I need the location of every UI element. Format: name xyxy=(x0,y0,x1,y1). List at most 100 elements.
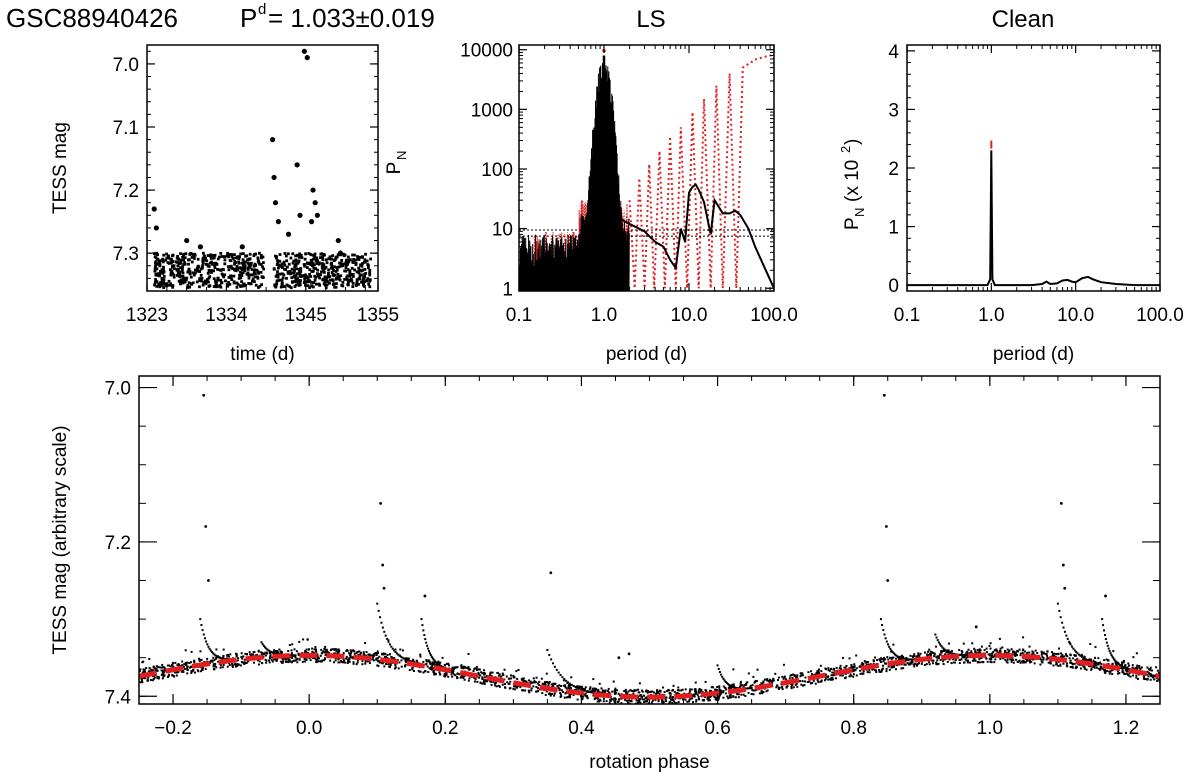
phase-point xyxy=(585,695,588,698)
phase-decay-point xyxy=(899,656,902,659)
phase-point xyxy=(1057,664,1060,667)
phase-point xyxy=(894,657,897,660)
lightcurve-point xyxy=(354,261,358,265)
phase-point xyxy=(478,668,481,671)
phase-point xyxy=(324,651,327,654)
phase-decay-point xyxy=(402,657,405,660)
phase-point xyxy=(1013,651,1016,654)
phase-point xyxy=(650,690,653,693)
phase-point xyxy=(722,696,725,699)
lightcurve-point xyxy=(341,284,345,288)
phase-point xyxy=(319,654,322,657)
phase-point xyxy=(1108,672,1111,675)
lightcurve-point xyxy=(212,285,216,289)
lightcurve-point xyxy=(306,277,310,281)
phase-point xyxy=(1069,653,1072,656)
phase-point xyxy=(386,654,389,657)
phase-point xyxy=(248,651,251,654)
phase-point xyxy=(429,661,432,664)
phase-point xyxy=(1085,668,1088,671)
lightcurve-point xyxy=(321,278,325,282)
phase-point xyxy=(558,684,561,687)
phase-point xyxy=(811,673,814,676)
phase-point xyxy=(1144,677,1147,680)
phase-point xyxy=(275,651,278,654)
phase-point xyxy=(346,649,349,652)
phase-decay-point xyxy=(589,691,592,694)
phase-decay-point xyxy=(1108,650,1111,653)
phase-decay-point xyxy=(906,658,909,661)
phase-point xyxy=(1126,670,1129,673)
phase-point xyxy=(678,689,681,692)
phase-point xyxy=(541,692,544,695)
phase-decay-point xyxy=(260,641,263,644)
phase-point xyxy=(707,698,710,701)
phase-point xyxy=(887,658,890,661)
phase-point xyxy=(372,659,375,662)
lightcurve-point xyxy=(344,277,348,281)
phase-point xyxy=(268,661,271,664)
lightcurve-point xyxy=(188,253,192,256)
phase-point xyxy=(1014,654,1017,657)
phase-point xyxy=(296,657,299,660)
phase-point xyxy=(614,692,617,695)
phase-point xyxy=(190,665,193,668)
lightcurve-point xyxy=(362,282,365,286)
lightcurve-point xyxy=(172,267,176,270)
phase-point xyxy=(1028,659,1031,662)
phase-point xyxy=(548,681,551,684)
phase-point xyxy=(1123,659,1126,662)
phase-point xyxy=(429,663,432,666)
lightcurve-point xyxy=(357,266,361,270)
phase-point xyxy=(372,656,375,659)
phase-point xyxy=(861,662,864,665)
phase-point xyxy=(1014,652,1017,655)
phase-point xyxy=(980,645,983,648)
phase-point xyxy=(594,697,597,700)
lightcurve-point xyxy=(286,272,290,275)
phase-point xyxy=(481,678,484,681)
lightcurve-point xyxy=(313,252,317,256)
phase-point xyxy=(1040,650,1043,653)
phase-point xyxy=(935,661,938,664)
lightcurve-point xyxy=(162,270,166,274)
phase-point xyxy=(972,659,975,662)
phase-point xyxy=(1116,672,1119,675)
lightcurve-point xyxy=(169,257,172,261)
phase-point xyxy=(605,700,608,703)
phase-point xyxy=(952,658,955,661)
phase-decay-point xyxy=(721,675,724,678)
lightcurve-point xyxy=(259,263,263,266)
lightcurve-point xyxy=(161,271,165,275)
phase-point xyxy=(510,677,513,680)
phase-point xyxy=(398,661,401,664)
lightcurve-point xyxy=(288,285,292,288)
lightcurve-point xyxy=(193,252,196,256)
phase-point xyxy=(151,675,154,678)
lightcurve-point xyxy=(303,257,307,261)
phase-point xyxy=(850,674,853,677)
phase-point xyxy=(1062,662,1065,665)
phase-point xyxy=(482,682,485,685)
phase-point xyxy=(651,699,654,702)
phase-point xyxy=(221,666,224,669)
phase-point xyxy=(866,671,869,674)
phase-decay-point xyxy=(1109,652,1112,655)
phase-point xyxy=(865,663,868,666)
lightcurve-point xyxy=(328,278,332,282)
lightcurve-point xyxy=(227,268,231,272)
phase-decay-point xyxy=(425,641,428,644)
lightcurve-point xyxy=(348,272,352,275)
lightcurve-point xyxy=(186,284,190,287)
lightcurve-flare-point xyxy=(184,237,190,244)
phase-point xyxy=(445,672,448,675)
phase-point xyxy=(322,650,325,653)
phase-point xyxy=(244,652,247,655)
phase-decay-point xyxy=(1103,634,1106,637)
phase-point xyxy=(1039,663,1042,666)
phase-point xyxy=(892,665,895,668)
phase-point xyxy=(1135,676,1138,679)
phase-point xyxy=(603,691,606,694)
lightcurve-point xyxy=(236,283,240,286)
phase-point xyxy=(942,649,945,652)
